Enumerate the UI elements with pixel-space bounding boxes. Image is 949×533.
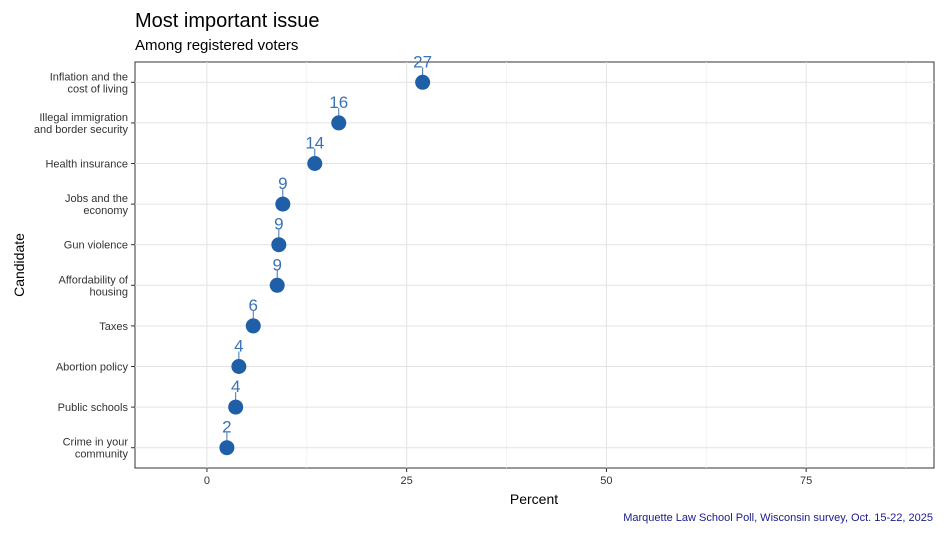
category-label: housing [89, 286, 128, 298]
data-point [231, 359, 247, 374]
data-label: 9 [278, 174, 287, 193]
category-label: Crime in your [63, 437, 129, 449]
category-label: Public schools [58, 402, 129, 414]
data-label: 9 [272, 255, 281, 274]
data-label: 9 [274, 215, 283, 234]
category-label: Illegal immigration [39, 112, 128, 124]
category-label: community [75, 449, 129, 461]
data-point [275, 196, 291, 212]
category-label: Affordability of [58, 274, 128, 286]
chart-title: Most important issue [135, 10, 320, 32]
data-point [307, 156, 323, 171]
x-axis-title: Percent [510, 491, 558, 507]
data-label: 4 [234, 337, 243, 356]
data-label: 16 [329, 93, 348, 112]
plot-panel [134, 61, 935, 469]
x-tick-label: 75 [800, 475, 812, 487]
category-label: Inflation and the [50, 71, 128, 83]
data-label: 14 [305, 134, 324, 153]
x-tick-label: 25 [401, 475, 413, 487]
data-point [271, 237, 287, 253]
category-label: and border security [34, 124, 129, 136]
data-point [331, 115, 347, 131]
data-point [245, 318, 261, 334]
category-label: Taxes [99, 321, 128, 333]
category-label: economy [83, 205, 128, 217]
grid-lines [131, 62, 934, 472]
chart-caption: Marquette Law School Poll, Wisconsin sur… [623, 512, 933, 524]
data-point [269, 277, 285, 293]
x-tick-label: 50 [600, 475, 612, 487]
x-axis-labels: 0 25 50 75 [204, 475, 812, 487]
data-label: 6 [249, 296, 258, 315]
data-point [219, 440, 235, 456]
category-label: Health insurance [45, 159, 128, 171]
x-tick-label: 0 [204, 475, 210, 487]
category-label: Gun violence [64, 240, 128, 252]
category-label: cost of living [67, 83, 128, 95]
data-point [415, 74, 431, 90]
data-label: 4 [231, 377, 240, 396]
data-label: 27 [413, 52, 432, 71]
y-axis-title: Candidate [11, 233, 27, 297]
category-label: Abortion policy [56, 362, 129, 374]
data-points: 27 16 14 9 9 9 6 4 4 2 [219, 52, 432, 456]
chart-subtitle: Among registered voters [135, 37, 298, 54]
data-point [228, 399, 244, 415]
category-label: Jobs and the [65, 193, 128, 205]
data-label: 2 [222, 418, 231, 437]
